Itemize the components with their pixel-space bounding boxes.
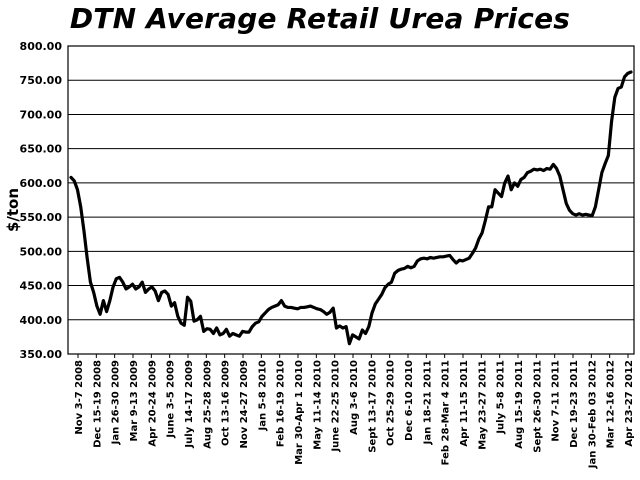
x-tick-label: May 11-14 2010	[312, 360, 323, 450]
y-tick-label: 750.00	[20, 74, 63, 87]
x-tick-label: Nov 3-7 2008	[74, 360, 85, 435]
chart-title: DTN Average Retail Urea Prices	[69, 2, 571, 35]
x-tick-label: Feb 28-Mar 4 2011	[441, 360, 452, 465]
x-tick-label: Mar 9-13 2009	[129, 360, 140, 441]
y-tick-label: 350.00	[20, 348, 63, 361]
x-tick-label: May 23-27 2011	[477, 360, 488, 450]
x-tick-label: Jan 18-21 2011	[422, 360, 433, 445]
x-tick-label: Dec 15-19 2008	[92, 360, 103, 448]
x-tick-label: Sept 26-30 2011	[532, 360, 543, 453]
y-tick-label: 600.00	[20, 177, 63, 190]
x-tick-label: Aug 25-28 2009	[202, 360, 213, 449]
x-tick-label: Aug 3-6 2010	[349, 360, 360, 435]
x-tick-label: July 5-8 2011	[496, 360, 507, 435]
x-tick-label: Nov 24-27 2009	[239, 360, 250, 449]
y-tick-labels: 350.00 400.00 450.00 500.00 550.00 600.00 650.…	[20, 40, 63, 361]
x-tick-label: Apr 20-24 2009	[147, 360, 158, 447]
y-tick-label: 700.00	[20, 108, 63, 121]
x-tick-label: Mar 30-Apr 1 2010	[294, 360, 305, 465]
x-tick-label: Dec 6-10 2010	[404, 360, 415, 441]
x-tick-label: Jan 26-30 2009	[111, 360, 122, 445]
x-tick-label: July 14-17 2009	[184, 360, 195, 449]
x-tick-label: June 22-25 2010	[331, 360, 342, 453]
x-tick-label: Jan 30-Feb 03 2012	[587, 360, 598, 469]
x-tick-label: Apr 11-15 2011	[459, 360, 470, 447]
x-tick-label: Mar 12-16 2012	[606, 360, 617, 448]
y-tick-label: 550.00	[20, 211, 63, 224]
x-tick-label: Sept 13-17 2010	[367, 360, 378, 453]
x-tick-label: Feb 16-19 2010	[276, 360, 287, 447]
x-tick-label: Dec 19-23 2011	[569, 360, 580, 448]
x-tick-label: Oct 13-16 2009	[221, 360, 232, 446]
y-tick-label: 450.00	[20, 280, 63, 293]
series-line	[69, 70, 633, 346]
x-tick-label: Nov 7-11 2011	[551, 360, 562, 442]
series-lines	[69, 70, 633, 346]
x-tick-label: Jan 5-8 2010	[257, 360, 268, 431]
y-tick-label: 800.00	[20, 40, 63, 53]
y-tick-label: 500.00	[20, 245, 63, 258]
y-tick-label: 400.00	[20, 314, 63, 327]
y-tick-label: 650.00	[20, 143, 63, 156]
x-tick-label: Apr 23-27 2012	[624, 360, 635, 447]
x-tick-label: June 3-5 2009	[166, 360, 177, 439]
x-tick-label: Oct 25-29 2010	[386, 360, 397, 446]
x-tick-label: Aug 15-19 2011	[514, 360, 525, 449]
gridlines	[68, 45, 634, 355]
x-tick-labels: Nov 3-7 2008 Dec 15-19 2008 Jan 26-30 2009…	[74, 354, 635, 469]
plot-frame	[67, 45, 635, 355]
